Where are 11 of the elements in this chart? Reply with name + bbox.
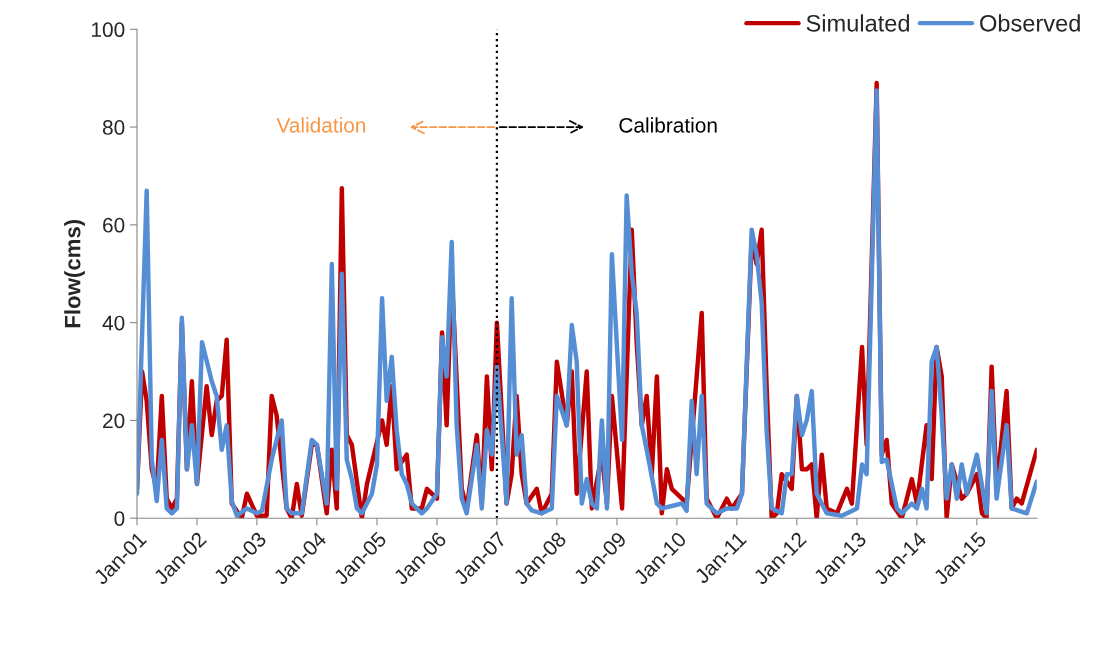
y-axis-title: Flow(cms) <box>64 219 85 328</box>
y-tick-label: 80 <box>102 120 125 135</box>
y-tick-label: 60 <box>103 217 125 233</box>
legend-label: Simulated <box>806 14 910 32</box>
annotation: Calibration <box>619 117 717 133</box>
y-tick-label: 100 <box>92 22 125 38</box>
y-tick-label: 0 <box>114 511 125 526</box>
y-tick-label: 20 <box>103 413 125 429</box>
y-tick-label: 40 <box>102 315 125 331</box>
legend-label: Observed <box>980 14 1080 32</box>
annotation: Validation <box>276 117 366 133</box>
